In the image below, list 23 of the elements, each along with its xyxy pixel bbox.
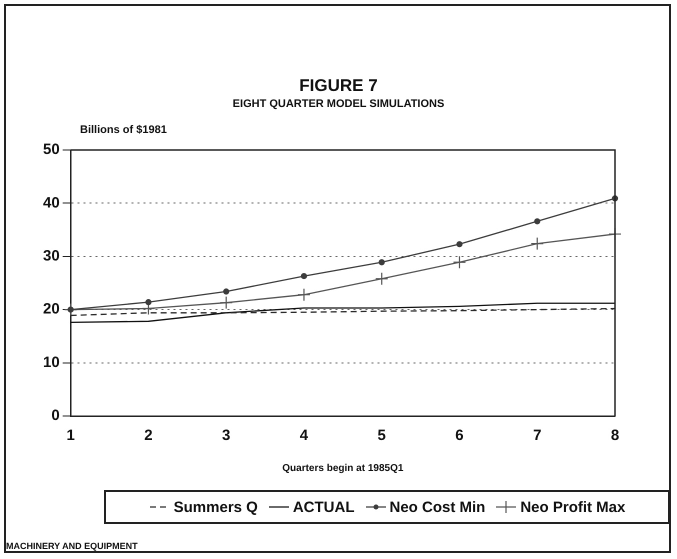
x-tick-label: 5 xyxy=(378,427,386,444)
y-tick-label: 10 xyxy=(42,354,60,371)
x-tick-label: 3 xyxy=(222,427,230,444)
y-tick-label: 20 xyxy=(42,300,60,318)
x-tick-label: 8 xyxy=(610,427,620,444)
chart-title: FIGURE 7 xyxy=(298,76,379,96)
y-axis-title: Billions of $1981 xyxy=(80,124,167,136)
y-tick-label: 0 xyxy=(51,407,60,424)
y-tick-label: 40 xyxy=(42,194,60,212)
x-tick-label: 6 xyxy=(455,427,464,444)
x-tick-label: 4 xyxy=(300,427,309,444)
y-tick-label: 50 xyxy=(42,141,60,158)
chart-subtitle: EIGHT QUARTER MODEL SIMULATIONS xyxy=(232,98,446,110)
text: MACHINERY AND EQUIPMENT xyxy=(6,541,138,551)
x-tick-label: 7 xyxy=(533,427,542,444)
x-tick-label: 2 xyxy=(144,427,153,444)
legend-label: Neo Cost Min xyxy=(390,498,486,516)
x-axis-title: Quarters begin at 1985Q1 xyxy=(282,462,404,474)
legend-label: ACTUAL xyxy=(292,498,354,516)
legend-label: Summers Q xyxy=(174,498,258,516)
x-tick-label: 1 xyxy=(66,427,75,444)
legend-label: Neo Profit Max xyxy=(520,498,626,516)
y-tick-label: 30 xyxy=(42,248,60,265)
